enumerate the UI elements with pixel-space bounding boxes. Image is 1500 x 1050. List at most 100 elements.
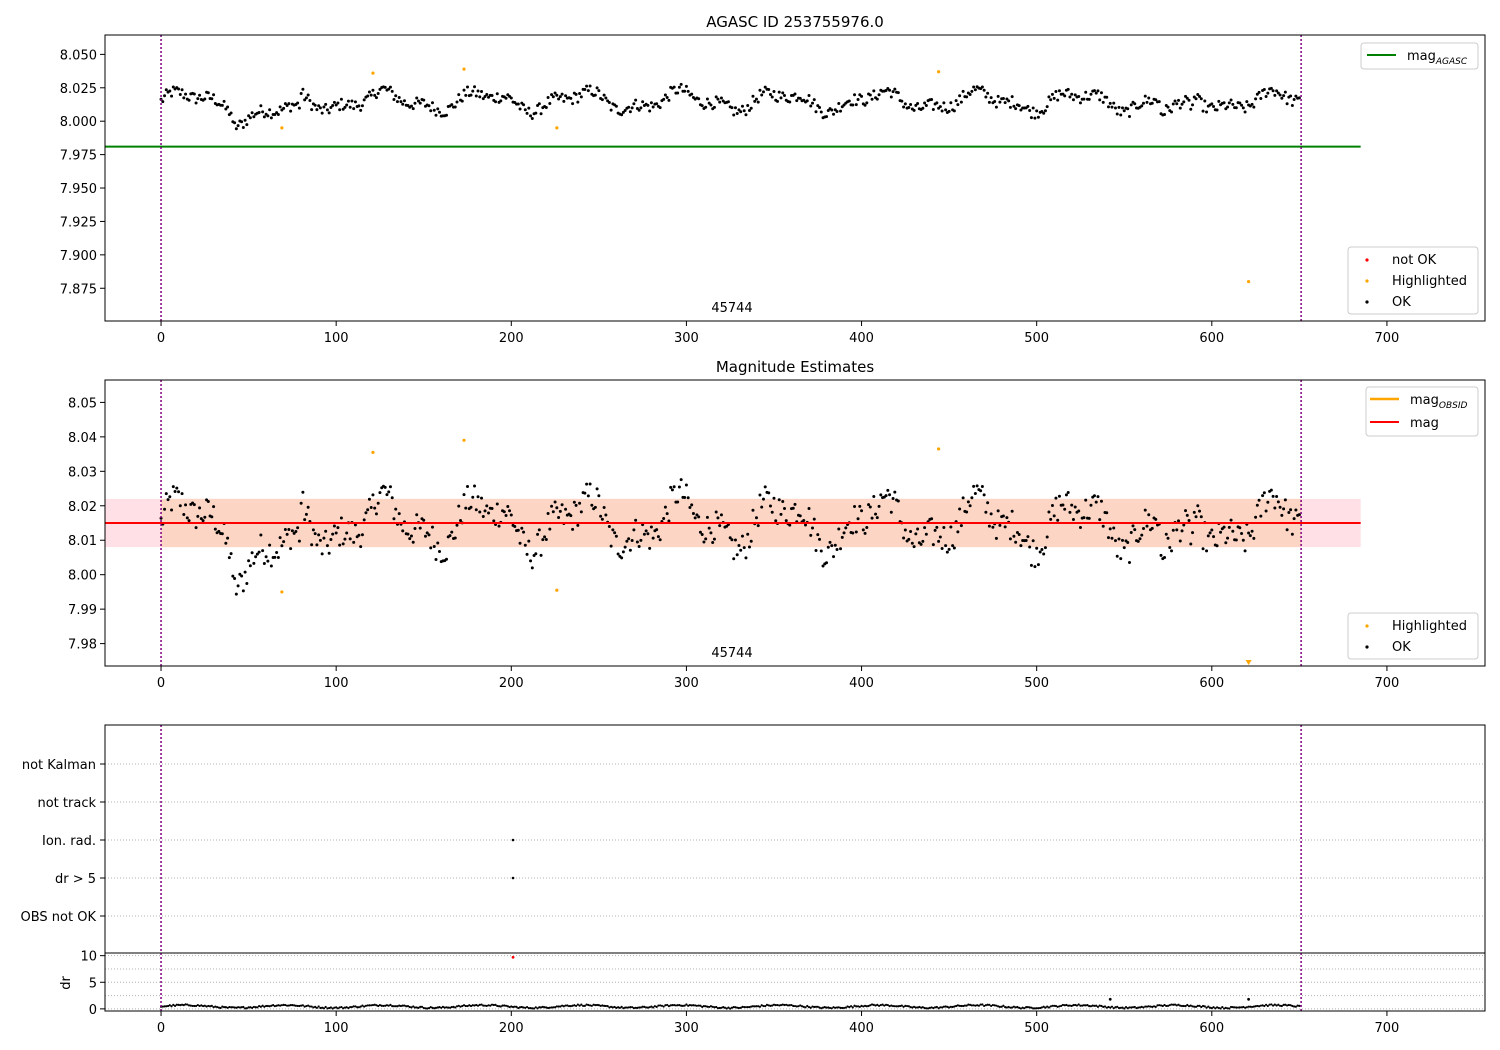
dr-point: [513, 1005, 516, 1008]
ok-point: [914, 103, 918, 107]
ok-point: [982, 88, 986, 92]
ok-point: [683, 89, 687, 93]
ok-point: [986, 501, 990, 505]
dr-point: [1284, 1003, 1287, 1006]
dr-point: [713, 1006, 716, 1009]
dr-point: [723, 1006, 727, 1009]
dr-point: [720, 1006, 723, 1009]
dr-point: [1058, 1005, 1061, 1008]
ok-point: [1017, 532, 1021, 536]
ok-point: [807, 506, 811, 510]
ok-point: [395, 100, 399, 104]
ok-point: [972, 484, 976, 488]
dr-point: [326, 1007, 329, 1010]
ok-point: [774, 519, 778, 523]
dr-point: [347, 1006, 350, 1010]
ok-point: [718, 100, 722, 104]
ok-point: [642, 532, 646, 536]
dr-point: [233, 1006, 236, 1009]
ok-point: [940, 546, 944, 550]
ok-point: [1078, 101, 1082, 105]
svg-text:magOBSID: magOBSID: [1410, 393, 1468, 411]
legend2-highlighted-label: Highlighted: [1392, 619, 1467, 634]
ok-point: [466, 484, 470, 488]
dr-point: [1201, 1004, 1205, 1008]
ok-point: [793, 502, 797, 506]
dr-point: [1212, 1006, 1215, 1009]
ok-point: [1287, 511, 1291, 515]
ok-point: [229, 552, 233, 556]
ok-point: [984, 510, 988, 514]
ok-point: [982, 493, 986, 497]
ok-point: [1170, 110, 1174, 114]
ok-point: [676, 500, 680, 504]
ok-point: [527, 539, 531, 543]
dr-point: [669, 1004, 672, 1007]
ok-point: [998, 523, 1002, 527]
dr-point: [492, 1003, 495, 1007]
dr-point: [708, 1005, 711, 1009]
ok-point: [1010, 509, 1014, 513]
dr-point: [345, 1006, 348, 1009]
dr-point: [771, 1004, 774, 1007]
highlighted-offscale-marker: [1245, 660, 1252, 665]
dr-point: [632, 1006, 635, 1010]
ok-point: [210, 97, 214, 101]
dr-point: [912, 1005, 916, 1008]
ok-point: [1238, 526, 1242, 530]
dr-point: [788, 1004, 791, 1007]
dr-point: [816, 1005, 819, 1008]
agasc-magnitude-panel: AGASC ID 253755976.0 8.0508.0258.0007.97…: [60, 13, 1486, 346]
dr-point: [972, 1004, 975, 1007]
ok-point: [1289, 94, 1293, 98]
ok-point: [278, 536, 282, 540]
dr-point: [587, 1003, 590, 1007]
ok-point: [1119, 557, 1123, 561]
ok-point: [360, 104, 364, 108]
dr-point: [984, 1004, 987, 1007]
ok-point: [334, 531, 338, 535]
dr-point: [597, 1004, 600, 1007]
ok-point: [620, 556, 624, 560]
ok-point: [432, 108, 436, 112]
dr-point: [977, 1004, 980, 1007]
dr-point: [795, 1005, 798, 1008]
ok-point: [726, 100, 730, 104]
panel2-x-ticks: 0 100 200 300 400 500 600 700: [157, 666, 1399, 691]
ok-point: [175, 486, 179, 490]
ok-point: [1145, 100, 1149, 104]
ok-point: [473, 484, 477, 488]
ok-point: [961, 89, 965, 93]
ok-point: [835, 109, 839, 113]
ok-point: [1061, 503, 1065, 507]
ok-point: [474, 508, 478, 512]
ok-point: [352, 540, 356, 544]
ok-point: [1038, 550, 1042, 554]
dr-point: [1235, 1006, 1238, 1009]
ok-point: [171, 85, 175, 89]
ok-point: [1198, 95, 1202, 99]
ok-point: [804, 523, 808, 527]
ok-point: [832, 555, 836, 559]
legend-ok-marker: [1365, 300, 1369, 304]
dr-point: [671, 1004, 674, 1007]
ok-point: [781, 91, 785, 95]
ok-point: [198, 93, 202, 97]
ok-point: [877, 93, 881, 97]
dr-point: [1021, 1006, 1024, 1009]
x-tick-label: 300: [674, 1021, 699, 1036]
dr-point: [525, 1005, 529, 1009]
ok-point: [516, 102, 520, 106]
ok-point: [1292, 97, 1296, 101]
ok-point: [478, 510, 482, 514]
ok-point: [1063, 507, 1067, 511]
dr-point: [893, 1005, 896, 1008]
dr-point: [974, 1004, 977, 1007]
dr-point: [1279, 1004, 1282, 1007]
dr-point: [550, 1006, 553, 1009]
ok-point: [294, 530, 298, 534]
ok-point: [241, 589, 245, 593]
ok-point: [604, 513, 608, 517]
ok-point: [1173, 99, 1177, 103]
ok-point: [735, 553, 739, 557]
